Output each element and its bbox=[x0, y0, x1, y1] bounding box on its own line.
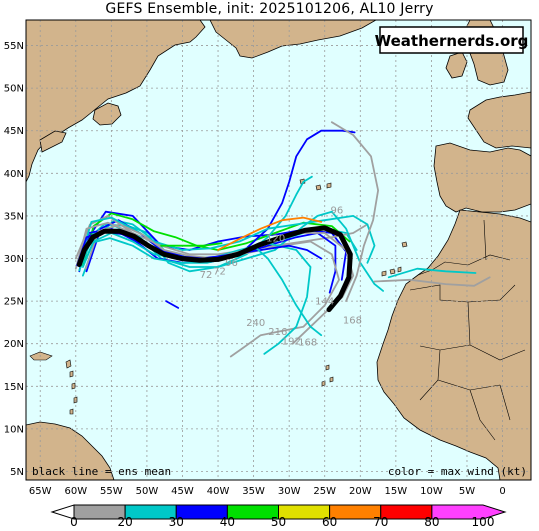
latitude-label: 10N bbox=[4, 424, 24, 435]
ensemble-track-20 bbox=[387, 267, 477, 279]
ensemble-mean-track bbox=[76, 225, 353, 313]
africa-landmass bbox=[376, 209, 531, 480]
legend-mean-note: black line = ens mean bbox=[32, 465, 171, 478]
longitude-label: 30W bbox=[278, 486, 301, 497]
forecast-hour-label: 120 bbox=[266, 233, 285, 244]
latitude-label: 55N bbox=[4, 41, 24, 52]
longitude-label: 55W bbox=[100, 486, 123, 497]
wind-colorbar: 0 20 30 40 50 60 70 80 100 bbox=[50, 504, 507, 529]
brand-label: Weathernerds.org bbox=[375, 32, 529, 50]
ensemble-track-18 bbox=[330, 121, 379, 302]
latitude-label: 5N bbox=[10, 467, 24, 478]
north-america-landmass bbox=[26, 20, 206, 183]
colorbar-label: 60 bbox=[322, 515, 337, 529]
colorbar-label: 100 bbox=[472, 515, 495, 529]
longitude-label: 60W bbox=[64, 486, 87, 497]
forecast-hour-label: 72 bbox=[213, 267, 226, 278]
forecast-hour-label: 168 bbox=[343, 315, 362, 326]
longitude-label: 10W bbox=[420, 486, 443, 497]
africa-borders bbox=[409, 219, 526, 441]
forecast-hour-label: 144 bbox=[315, 297, 334, 308]
latitude-label: 30N bbox=[4, 254, 24, 265]
ensemble-track-16 bbox=[160, 242, 223, 247]
ensemble-track-17 bbox=[165, 300, 180, 309]
brand-box: Weathernerds.org bbox=[375, 26, 529, 54]
longitude-label: 25W bbox=[313, 486, 336, 497]
colorbar-label: 0 bbox=[70, 515, 78, 529]
map-title: GEFS Ensemble, init: 2025101206, AL10 Je… bbox=[105, 1, 434, 17]
colorbar-label: 20 bbox=[117, 515, 132, 529]
longitude-labels: 65W 60W 55W 50W 45W 40W 35W 30W 25W 20W 15W 10W 5W 0 bbox=[29, 486, 506, 497]
longitude-label: 65W bbox=[29, 486, 52, 497]
azores-islands bbox=[299, 178, 332, 191]
forecast-hour-label: 168 bbox=[298, 337, 317, 348]
ensemble-track-11 bbox=[82, 232, 312, 355]
ensemble-track-19 bbox=[373, 276, 491, 287]
colorbar-swatch bbox=[431, 504, 507, 520]
latitude-label: 35N bbox=[4, 211, 24, 222]
nova-scotia bbox=[39, 130, 67, 153]
latitude-label: 45N bbox=[4, 126, 24, 137]
longitude-label: 50W bbox=[136, 486, 159, 497]
newfoundland-island bbox=[92, 102, 122, 126]
colorbar-label: 70 bbox=[373, 515, 388, 529]
latitude-label: 15N bbox=[4, 382, 24, 393]
colorbar-label: 40 bbox=[220, 515, 235, 529]
longitude-label: 40W bbox=[207, 486, 230, 497]
caribbean-islands bbox=[29, 351, 78, 415]
latitude-label: 25N bbox=[4, 297, 24, 308]
latitude-label: 20N bbox=[4, 339, 24, 350]
colorbar-label: 80 bbox=[424, 515, 439, 529]
longitude-label: 0 bbox=[499, 486, 505, 497]
longitude-label: 15W bbox=[385, 486, 408, 497]
forecast-hour-label: 72 bbox=[200, 270, 213, 281]
south-america-landmass bbox=[26, 421, 115, 480]
ensemble-track-15 bbox=[217, 216, 323, 251]
latitude-label: 50N bbox=[4, 84, 24, 95]
longitude-label: 35W bbox=[242, 486, 265, 497]
greenland-landmass bbox=[209, 20, 377, 59]
ensemble-track-6 bbox=[74, 215, 369, 260]
forecast-hour-label: 216 bbox=[268, 327, 287, 338]
canary-madeira-islands bbox=[381, 241, 408, 277]
ensemble-mean-line bbox=[76, 225, 353, 313]
map-frame bbox=[25, 19, 532, 481]
forecast-hour-label: 96 bbox=[225, 258, 238, 269]
longitude-label: 5W bbox=[459, 486, 475, 497]
longitude-label: 45W bbox=[171, 486, 194, 497]
legend-color-note: color = max wind (kt) bbox=[388, 465, 527, 478]
colorbar-label: 50 bbox=[271, 515, 286, 529]
longitude-label: 20W bbox=[349, 486, 372, 497]
ensemble-track-9 bbox=[80, 215, 376, 264]
france-landmass bbox=[467, 91, 531, 149]
latitude-labels: 55N 50N 45N 40N 35N 30N 25N 20N 15N 10N 5N bbox=[4, 41, 24, 478]
forecast-hour-label: 192 bbox=[282, 337, 301, 348]
latitude-label: 40N bbox=[4, 169, 24, 180]
forecast-hour-label: 240 bbox=[246, 318, 265, 329]
ensemble-track-10 bbox=[84, 223, 340, 358]
iberia-landmass bbox=[433, 142, 531, 213]
forecast-hour-label: 96 bbox=[330, 205, 343, 216]
colorbar-label: 30 bbox=[169, 515, 184, 529]
